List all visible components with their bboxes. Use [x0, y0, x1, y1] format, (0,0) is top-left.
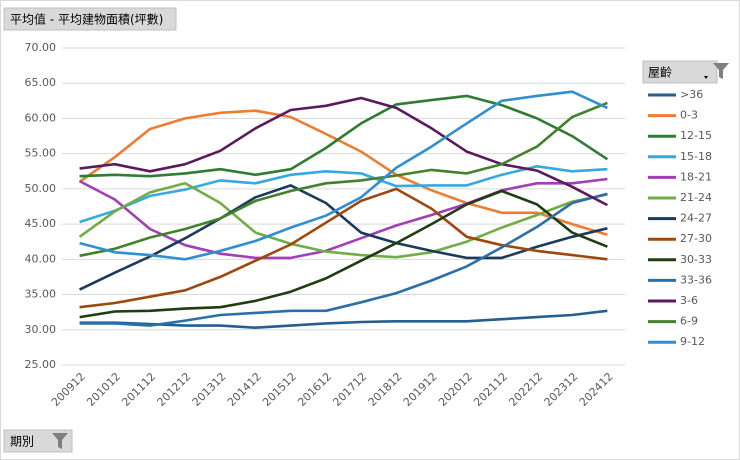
value-field-label: 平均值 - 平均建物面積(坪數) — [10, 12, 163, 27]
dropdown-icon[interactable] — [704, 76, 708, 79]
series-line — [78, 177, 608, 260]
y-tick-label: 70.00 — [25, 41, 57, 54]
legend-label: 12-15 — [680, 129, 712, 142]
series-line — [79, 94, 609, 178]
legend-label: 3-6 — [680, 294, 698, 307]
series-line — [78, 109, 608, 236]
legend-label: 21-24 — [680, 191, 712, 204]
legend-label: 33-36 — [680, 273, 712, 286]
series-line — [78, 182, 608, 259]
legend-label: 27-30 — [680, 232, 712, 245]
value-field-button[interactable] — [3, 7, 177, 31]
y-tick-label: 65.00 — [25, 76, 57, 89]
filter-icon[interactable] — [713, 63, 729, 79]
series-line — [79, 309, 608, 329]
y-tick-label: 40.00 — [25, 252, 57, 265]
series-line — [79, 96, 608, 207]
series-line — [79, 187, 608, 309]
series-line — [79, 184, 608, 291]
legend-label: 30-33 — [680, 253, 712, 266]
series-line — [79, 165, 608, 224]
axis-field-label: 期別 — [10, 435, 34, 449]
y-tick-label: 50.00 — [25, 182, 57, 195]
legend-label: 24-27 — [680, 212, 712, 225]
series-line — [79, 101, 608, 258]
y-tick-label: 55.00 — [25, 147, 57, 160]
series-line — [79, 90, 608, 261]
legend-label: 0-3 — [680, 109, 698, 122]
series-line — [79, 189, 608, 319]
y-tick-label: 60.00 — [25, 111, 57, 124]
legend-label: 6-9 — [680, 315, 698, 328]
y-tick-label: 30.00 — [25, 323, 57, 336]
filter-icon[interactable] — [52, 433, 68, 449]
y-tick-label: 25.00 — [25, 358, 57, 371]
legend-field-button[interactable] — [642, 60, 718, 84]
series-line — [79, 192, 608, 327]
y-tick-label: 35.00 — [25, 288, 57, 301]
legend-title: 屋齡 — [648, 66, 672, 80]
legend-label: 15-18 — [680, 150, 712, 163]
legend-label: >36 — [680, 88, 703, 101]
legend-label: 9-12 — [680, 335, 705, 348]
legend-label: 18-21 — [680, 170, 712, 183]
y-tick-label: 45.00 — [25, 217, 57, 230]
